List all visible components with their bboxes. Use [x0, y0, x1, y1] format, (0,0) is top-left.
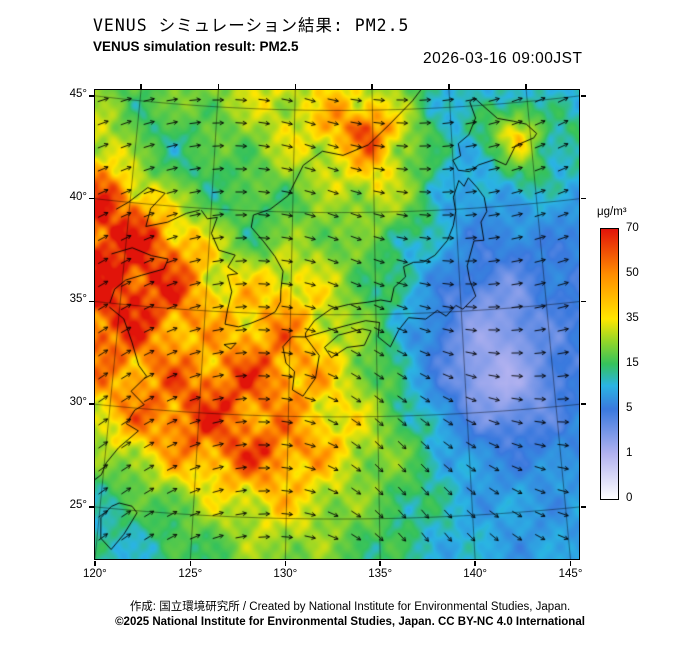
colorbar-unit-label: μg/m³	[597, 206, 627, 218]
lat-tick-label: 35°	[69, 293, 87, 306]
lat-tick	[89, 506, 94, 508]
lat-tick-label: 25°	[69, 498, 87, 511]
lon-tick-top	[294, 84, 296, 89]
lat-tick-right	[581, 197, 586, 200]
colorbar-tick-label: 0	[626, 492, 633, 504]
lat-tick-right	[581, 300, 586, 303]
lat-tick	[89, 300, 94, 303]
lat-tick-right	[581, 506, 586, 508]
lat-tick-right	[581, 403, 586, 405]
colorbar-tick-labels: 70 50 35 15 5 1 0	[600, 222, 660, 504]
colorbar-tick-label: 50	[626, 267, 639, 279]
lon-tick	[569, 561, 572, 566]
lon-tick-top	[448, 84, 450, 89]
lon-tick-label: 120°	[82, 568, 107, 580]
lat-tick-label: 30°	[69, 396, 87, 409]
lon-tick	[284, 561, 287, 566]
colorbar-tick-label: 5	[626, 402, 633, 414]
lon-tick-top	[525, 84, 527, 89]
colorbar-gradient	[600, 228, 619, 500]
lat-tick	[89, 403, 94, 405]
lat-tick	[89, 197, 94, 200]
lat-tick	[89, 95, 94, 97]
forecast-datetime: 2026-03-16 09:00JST	[423, 50, 583, 67]
lon-tick-top	[140, 84, 142, 89]
lat-tick-label: 40°	[69, 190, 87, 203]
lon-tick-label: 125°	[178, 568, 203, 580]
license-line: ©2025 National Institute for Environment…	[115, 616, 585, 628]
lat-tick-right	[581, 95, 586, 97]
colorbar-tick-label: 15	[626, 357, 639, 369]
colorbar: μg/m³ 70 50 35 15 5 1 0	[594, 206, 684, 516]
colorbar-tick-label: 1	[626, 447, 633, 459]
lon-tick	[474, 561, 476, 566]
lon-tick	[379, 561, 381, 566]
lat-tick-label: 45°	[69, 87, 87, 100]
lon-tick-label: 140°	[463, 568, 488, 580]
lon-tick-top	[371, 84, 373, 89]
lon-tick	[94, 561, 96, 566]
lon-tick-label: 135°	[368, 568, 393, 580]
lon-tick-top	[217, 84, 220, 89]
pm25-concentration-map	[95, 90, 580, 560]
lon-tick	[189, 561, 192, 566]
lon-tick-label: 130°	[273, 568, 298, 580]
page-title-english: VENUS simulation result: PM2.5	[93, 39, 299, 54]
credit-line: 作成: 国立環境研究所 / Created by National Instit…	[129, 601, 571, 613]
lon-tick-label: 145°	[558, 568, 583, 580]
colorbar-tick-label: 35	[626, 312, 639, 324]
page-title-japanese: VENUS シミュレーション結果: PM2.5	[93, 16, 410, 35]
colorbar-tick-label: 70	[626, 222, 639, 234]
